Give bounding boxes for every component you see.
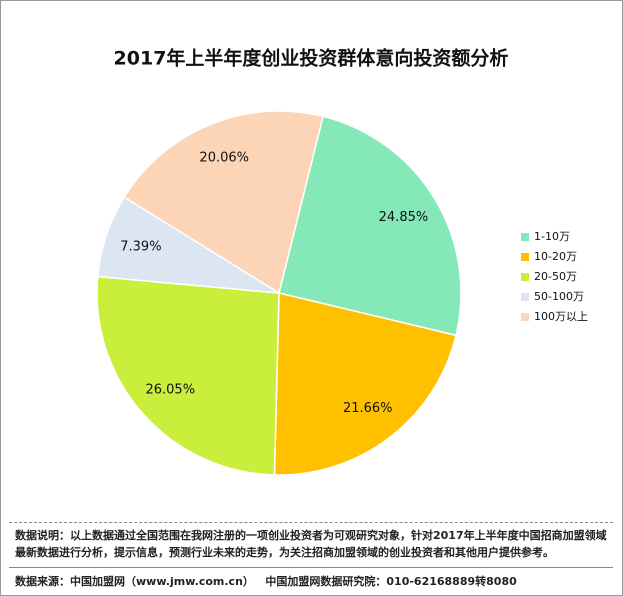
pie-slice — [123, 110, 324, 295]
separator — [9, 522, 613, 523]
legend-label: 100万以上 — [534, 310, 588, 323]
chart: 2017年上半年度创业投资群体意向投资额分析 24.85% 21.66% 26.05… — [96, 47, 588, 476]
legend-swatch — [521, 233, 529, 241]
data-label: 21.66% — [343, 401, 393, 416]
legend-swatch — [521, 313, 529, 321]
legend-swatch — [521, 293, 529, 301]
legend-swatch — [521, 273, 529, 281]
pie-slice — [278, 115, 462, 337]
separator — [9, 567, 613, 568]
legend-label: 50-100万 — [534, 290, 584, 303]
data-label: 20.06% — [199, 151, 249, 166]
pie-slice — [96, 275, 280, 476]
pie-slice — [273, 292, 457, 476]
legend-label: 10-20万 — [534, 250, 577, 263]
chart-title: 2017年上半年度创业投资群体意向投资额分析 — [114, 47, 509, 70]
data-label: 24.85% — [379, 210, 429, 225]
legend-swatch — [521, 253, 529, 261]
legend-label: 20-50万 — [534, 270, 577, 283]
data-label: 7.39% — [120, 239, 161, 254]
source: 数据来源：中国加盟网（www.jmw.com.cn） 中国加盟网数据研究院：01… — [15, 575, 517, 588]
legend-label: 1-10万 — [534, 230, 570, 243]
footnote: 数据说明：以上数据通过全国范围在我网注册的一项创业投资者为可观研究对象，针对20… — [15, 529, 607, 559]
data-label: 26.05% — [145, 382, 195, 397]
